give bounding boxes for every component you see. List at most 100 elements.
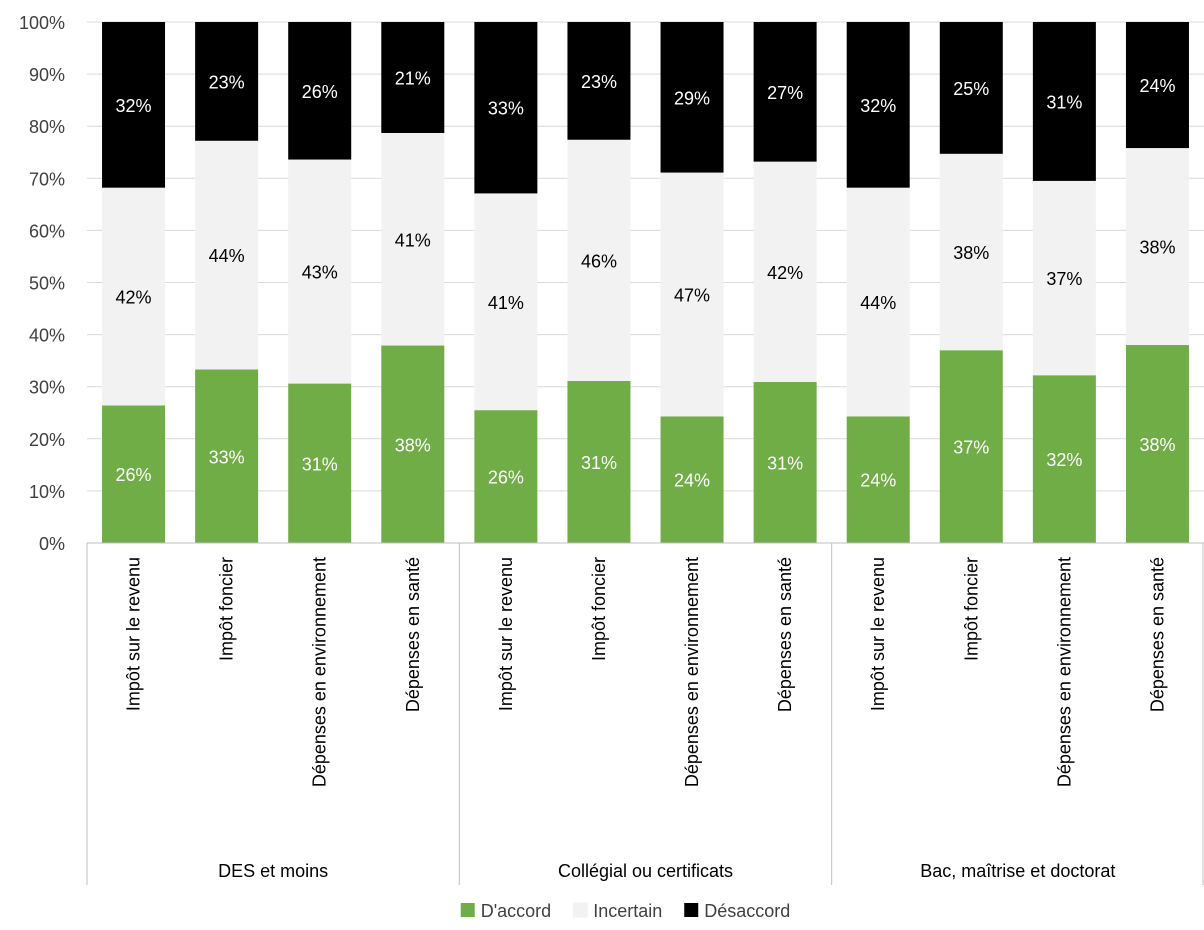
data-label: 41% xyxy=(395,230,431,250)
data-label: 42% xyxy=(767,263,803,283)
legend-label: Désaccord xyxy=(704,901,790,921)
group-label: Collégial ou certificats xyxy=(558,861,733,881)
data-label: 33% xyxy=(488,99,524,119)
bar-segment xyxy=(1125,148,1189,346)
bar-segment xyxy=(567,139,631,381)
bar-segment xyxy=(102,405,166,543)
y-tick-label: 90% xyxy=(29,65,65,85)
bar-segment xyxy=(474,22,538,194)
bar-segment xyxy=(474,193,538,411)
bar-segment xyxy=(288,383,352,543)
bar-segment xyxy=(195,140,259,370)
y-tick-label: 40% xyxy=(29,326,65,346)
bar-segment xyxy=(474,410,538,543)
legend: D'accord Incertain Désaccord xyxy=(460,901,790,921)
y-tick-label: 60% xyxy=(29,221,65,241)
x-category-label: Impôt sur le revenu xyxy=(496,557,516,711)
data-label: 26% xyxy=(302,82,338,102)
data-label: 38% xyxy=(953,243,989,263)
group-label: Bac, maîtrise et doctorat xyxy=(920,861,1115,881)
data-label: 26% xyxy=(488,468,524,488)
data-label: 31% xyxy=(581,453,617,473)
x-category-label: Dépenses en environnement xyxy=(682,557,702,787)
bar-segment xyxy=(381,345,445,543)
bar-segment xyxy=(1125,345,1189,543)
bar-segment xyxy=(753,382,817,543)
bar-segment xyxy=(102,187,166,406)
y-tick-label: 70% xyxy=(29,169,65,189)
y-tick-label: 50% xyxy=(29,274,65,294)
bar-segment xyxy=(753,22,817,162)
bar-segment xyxy=(846,22,910,188)
data-label: 21% xyxy=(395,68,431,88)
bar-segment xyxy=(288,22,352,160)
data-label: 32% xyxy=(1046,450,1082,470)
x-category-label: Dépenses en environnement xyxy=(1054,557,1074,787)
data-label: 27% xyxy=(767,83,803,103)
data-label: 24% xyxy=(860,471,896,491)
data-label: 37% xyxy=(953,438,989,458)
data-label: 24% xyxy=(1139,76,1175,96)
data-label: 31% xyxy=(302,454,338,474)
legend-label: Incertain xyxy=(593,901,662,921)
data-label: 42% xyxy=(116,288,152,308)
x-category-label: Dépenses en environnement xyxy=(310,557,330,787)
bar-segment xyxy=(567,380,631,543)
data-label: 38% xyxy=(1139,435,1175,455)
x-category-label: Dépenses en santé xyxy=(1147,557,1167,712)
bar-segment xyxy=(1125,22,1189,149)
gridlines xyxy=(87,21,1204,544)
data-label: 32% xyxy=(116,96,152,116)
bar-segment xyxy=(939,22,1003,154)
x-category-label: Impôt foncier xyxy=(961,557,981,661)
bar-segment xyxy=(939,350,1003,543)
x-category-label: Impôt sur le revenu xyxy=(124,557,144,711)
data-label: 23% xyxy=(581,72,617,92)
data-label: 31% xyxy=(1046,92,1082,112)
y-tick-label: 20% xyxy=(29,430,65,450)
y-tick-label: 30% xyxy=(29,378,65,398)
bar-segment xyxy=(381,22,445,133)
data-label: 46% xyxy=(581,251,617,271)
data-label: 44% xyxy=(860,293,896,313)
bar-segment xyxy=(102,22,166,188)
bar-segment xyxy=(660,172,724,417)
data-label: 26% xyxy=(116,465,152,485)
bar-segment xyxy=(846,416,910,543)
data-label: 43% xyxy=(302,263,338,283)
x-category-label: Impôt foncier xyxy=(217,557,237,661)
legend-swatch xyxy=(684,903,699,917)
data-label: 25% xyxy=(953,79,989,99)
data-label: 47% xyxy=(674,285,710,305)
bar-segment xyxy=(195,369,259,543)
data-label: 32% xyxy=(860,96,896,116)
axes: 0% 10% 20% 30% 40% 50% 60% 70% 80% 90% 100% Impôt s… xyxy=(19,13,1204,885)
data-label: 24% xyxy=(674,471,710,491)
bars: 26% 42% 32% 33% 44% 23% 31% 43% 26% 38% 41% 21% 26% 4… xyxy=(102,22,1189,543)
x-category-label: Dépenses en santé xyxy=(403,557,423,712)
x-category-label: Impôt foncier xyxy=(589,557,609,661)
data-label: 41% xyxy=(488,293,524,313)
data-label: 38% xyxy=(395,435,431,455)
y-tick-label: 10% xyxy=(29,482,65,502)
bar-segment xyxy=(660,22,724,173)
bar-segment xyxy=(939,153,1003,351)
legend-swatch xyxy=(460,903,475,917)
group-label: DES et moins xyxy=(218,861,328,881)
data-label: 38% xyxy=(1139,238,1175,258)
bar-segment xyxy=(1032,375,1096,543)
bar-segment xyxy=(288,159,352,384)
data-label: 33% xyxy=(209,447,245,467)
data-label: 37% xyxy=(1046,269,1082,289)
x-category-label: Dépenses en santé xyxy=(775,557,795,712)
data-label: 31% xyxy=(767,454,803,474)
y-tick-label: 100% xyxy=(19,13,65,33)
bar-segment xyxy=(660,416,724,543)
data-label: 44% xyxy=(209,246,245,266)
bar-segment xyxy=(1032,22,1096,181)
legend-swatch xyxy=(572,902,588,918)
y-tick-label: 0% xyxy=(39,534,65,554)
y-tick-label: 80% xyxy=(29,117,65,137)
bar-segment xyxy=(1032,180,1096,376)
